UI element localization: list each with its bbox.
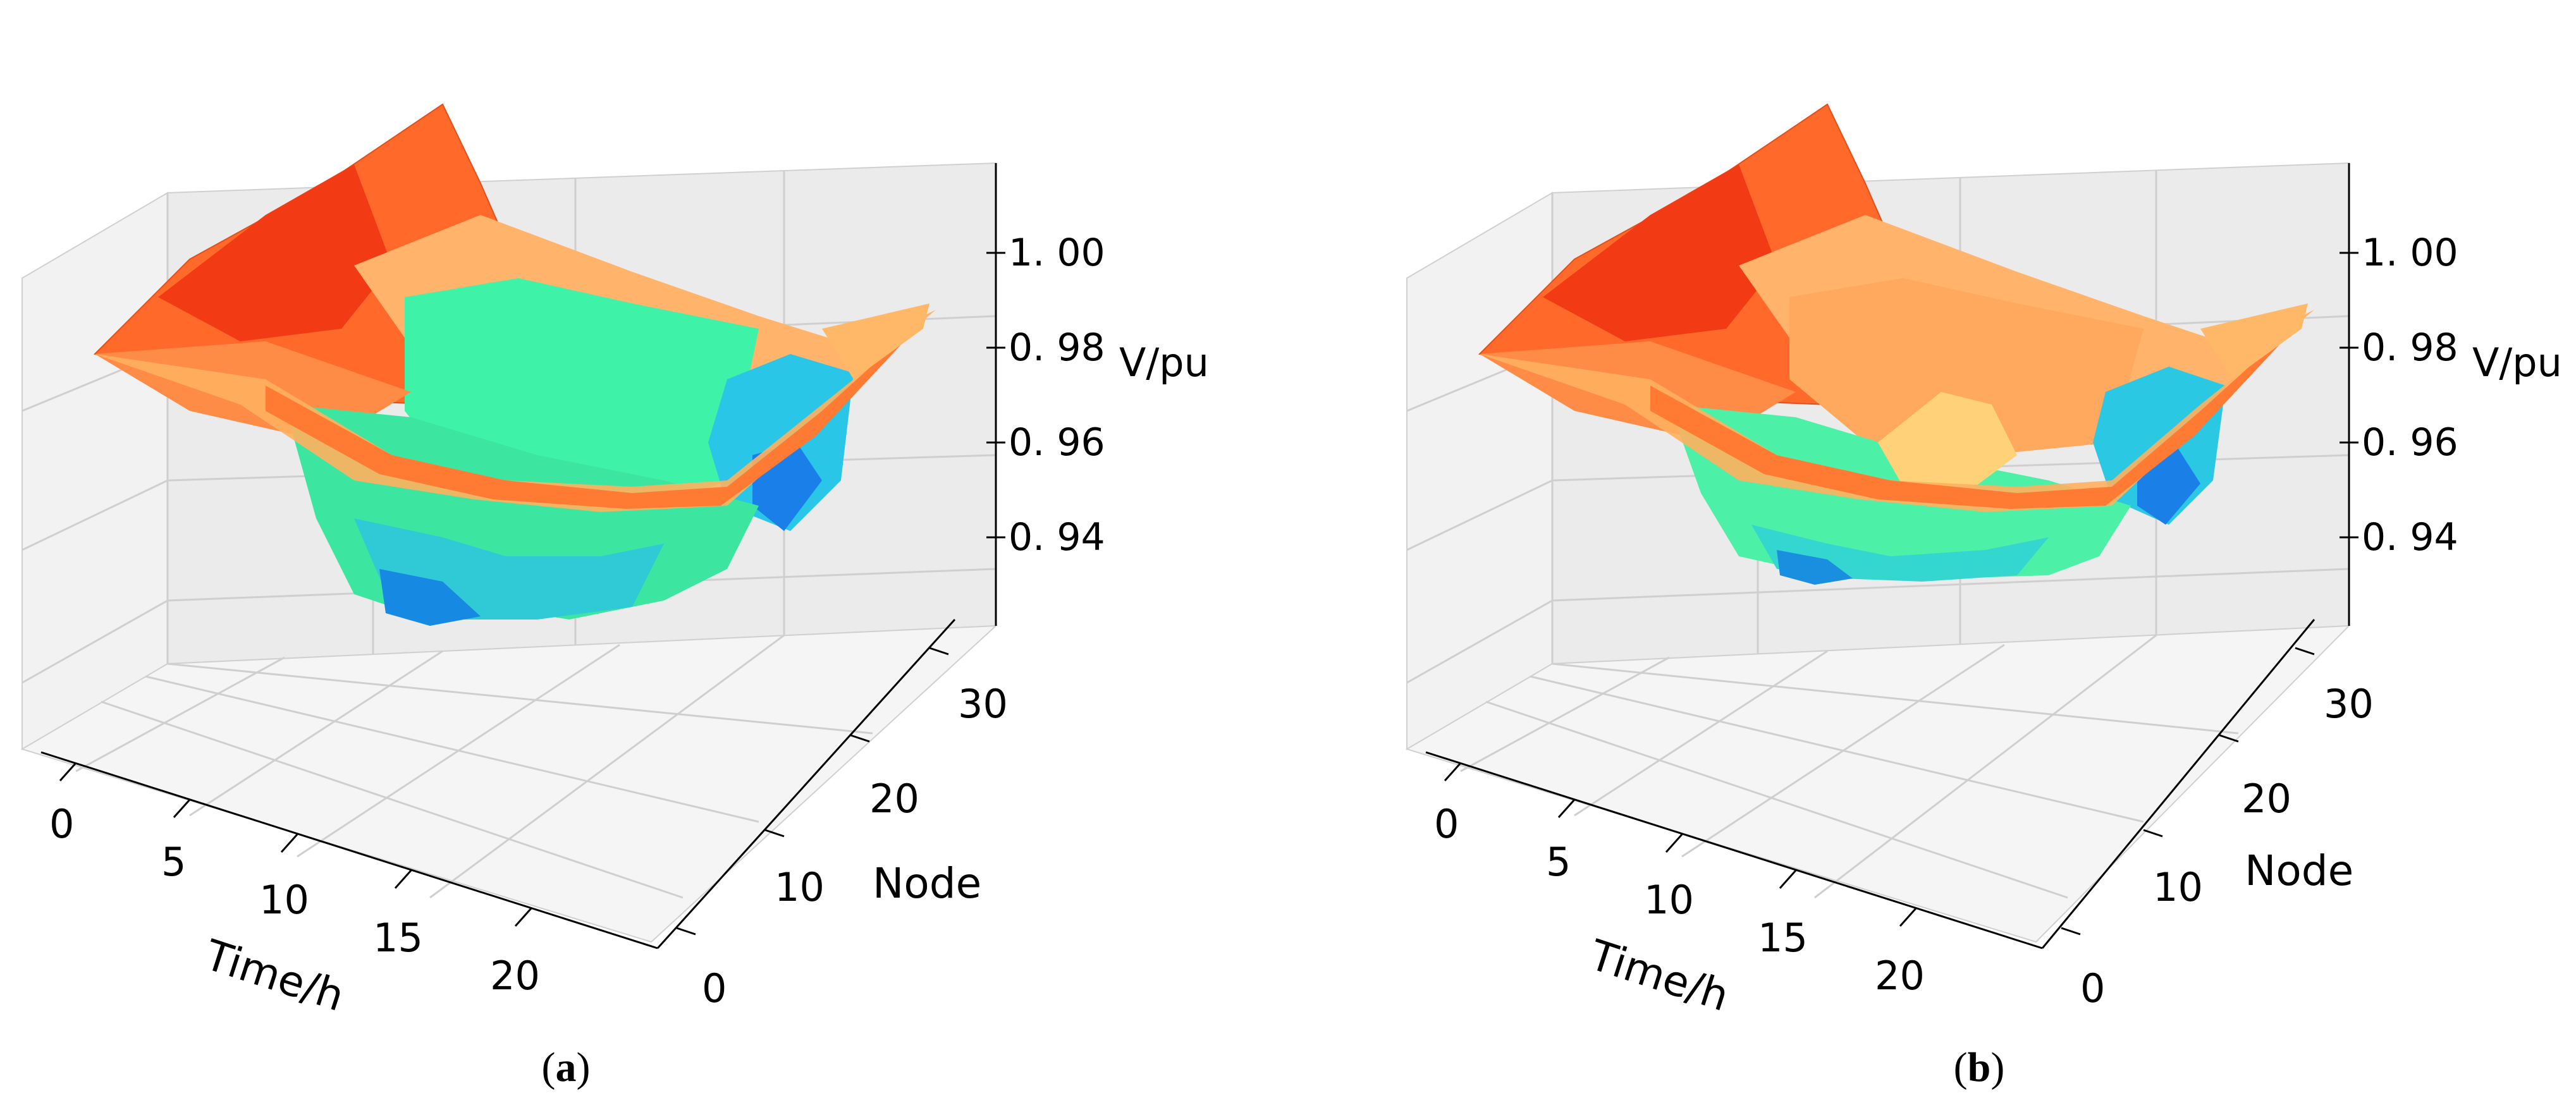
x-axis-label: Time/h (199, 931, 350, 1021)
surface-yellow-hump (1878, 392, 2017, 493)
z-axis: 0. 94 0. 96 0. 98 1. 00 V/pu (2340, 163, 2562, 626)
z-axis-label: V/pu (1119, 339, 1209, 386)
x-tick-mark (394, 870, 412, 889)
surface-right-tip (822, 303, 929, 379)
x-tick-label: 10 (1644, 877, 1694, 923)
panel-b: 0. 94 0. 96 0. 98 1. 00 V/pu 0 5 10 15 2… (1405, 103, 2562, 1090)
z-tick-label: 1. 00 (2362, 231, 2458, 275)
surface-right-tip (2200, 303, 2308, 379)
y-tick-label: 0 (2080, 965, 2105, 1011)
pane-back-left (1406, 192, 1553, 750)
z-tick-label: 0. 98 (2362, 326, 2458, 370)
x-tick-label: 20 (490, 953, 540, 999)
x-tick-mark (1557, 799, 1576, 818)
z-tick-label: 0. 94 (1009, 515, 1105, 559)
panel-caption: (b) (1954, 1044, 2005, 1090)
y-tick-mark (2295, 647, 2315, 656)
x-tick-label: 15 (1758, 915, 1808, 961)
z-tick-label: 0. 96 (2362, 420, 2458, 465)
x-tick-label: 20 (1875, 953, 1925, 999)
z-tick-label: 0. 94 (2362, 515, 2458, 559)
z-tick-label: 0. 98 (1009, 326, 1105, 370)
x-tick-mark (280, 834, 298, 853)
y-tick-mark (2061, 927, 2081, 936)
x-tick-mark (1779, 870, 1797, 889)
y-tick-mark (2219, 734, 2239, 743)
surface-deep-blue (379, 569, 481, 626)
x-tick-mark (59, 762, 77, 781)
y-tick-label: 10 (2153, 864, 2203, 910)
surface-red-peak (158, 164, 392, 341)
x-tick-mark (1665, 834, 1683, 853)
x-tick-label: 5 (1546, 839, 1571, 885)
x-tick-label: 0 (49, 801, 74, 847)
y-tick-label: 30 (2324, 681, 2374, 727)
x-axis-label: Time/h (1583, 931, 1734, 1021)
surface-red-peak (1543, 164, 1777, 341)
z-axis-label: V/pu (2472, 339, 2562, 386)
pane-floor (20, 625, 998, 943)
y-axis: 0 10 20 30 Node (656, 618, 1008, 1011)
x-tick-label: 10 (259, 877, 309, 923)
surface-deep-blue (1777, 550, 1853, 585)
panel-caption: (a) (542, 1044, 591, 1090)
x-tick-label: 5 (161, 839, 186, 885)
x-tick-mark (1444, 762, 1462, 781)
y-axis-label: Node (873, 859, 981, 908)
y-tick-mark (2143, 829, 2163, 838)
z-tick-label: 0. 96 (1009, 420, 1105, 465)
pane-floor (1405, 625, 2351, 943)
y-tick-mark (676, 927, 696, 936)
surface-orange-ribbon (266, 319, 923, 509)
x-tick-mark (514, 908, 532, 927)
x-tick-mark (173, 799, 191, 818)
x-tick-mark (1899, 908, 1917, 927)
z-tick-label: 1. 00 (1009, 231, 1105, 275)
z-axis: 0. 94 0. 96 0. 98 1. 00 V/pu (986, 163, 1209, 626)
y-tick-label: 20 (869, 776, 919, 822)
y-tick-label: 0 (702, 965, 727, 1011)
surface-b (1478, 103, 2314, 585)
y-tick-label: 10 (775, 864, 825, 910)
surface-a (94, 103, 936, 626)
x-tick-label: 0 (1434, 801, 1459, 847)
surface-orange-back (1789, 278, 2144, 455)
y-tick-label: 20 (2242, 776, 2291, 822)
y-tick-mark (764, 829, 785, 838)
x-tick-label: 15 (373, 915, 423, 961)
pane-back-left (21, 192, 168, 750)
y-tick-label: 30 (958, 681, 1008, 727)
y-tick-mark (850, 734, 870, 743)
y-axis-label: Node (2245, 846, 2353, 895)
y-tick-mark (929, 647, 949, 656)
panel-a: 0. 94 0. 96 0. 98 1. 00 V/pu 0 5 10 15 2… (20, 103, 1209, 1090)
y-axis: 0 10 20 30 Node (2041, 619, 2374, 1011)
